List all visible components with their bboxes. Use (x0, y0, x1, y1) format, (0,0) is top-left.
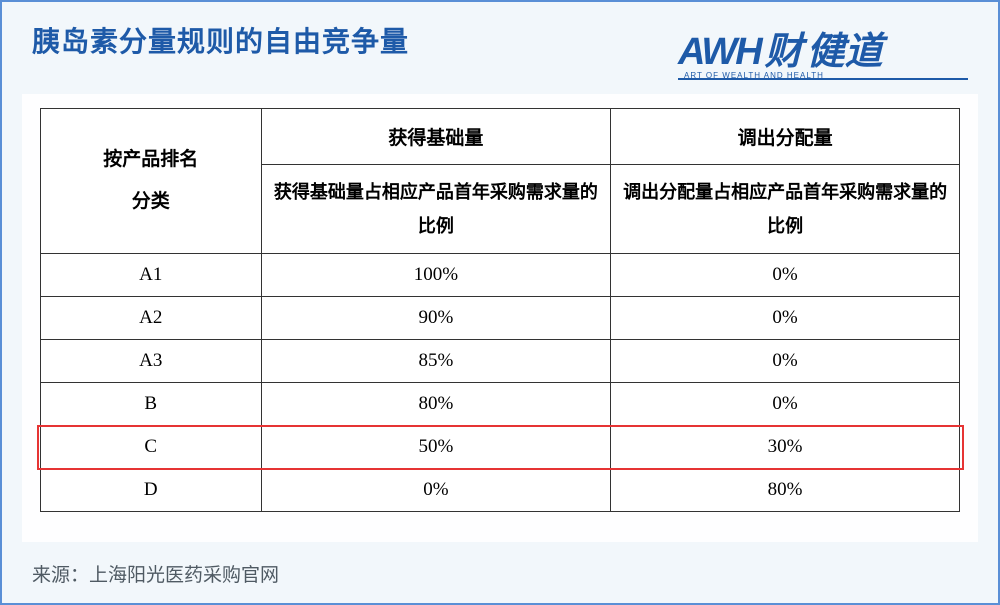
col1-title: 获得基础量 (261, 109, 611, 165)
logo-cn-text-2: 健道 (807, 20, 883, 75)
table-body: A1100%0%A290%0%A385%0%B80%0%C50%30%D0%80… (41, 254, 960, 512)
source-text: 上海阳光医药采购官网 (89, 565, 279, 586)
col2-subtitle: 调出分配量占相应产品首年采购需求量的比例 (611, 165, 960, 254)
source-line: 来源：上海阳光医药采购官网 (2, 542, 998, 603)
table-row: D0%80% (41, 469, 960, 512)
base-amount-cell: 90% (261, 297, 611, 340)
col2-title: 调出分配量 (611, 109, 960, 165)
transfer-amount-cell: 0% (611, 383, 960, 426)
main-frame: 胰岛素分量规则的自由竞争量 AWH 财 健道 ART OF WEALTH AND… (0, 0, 1000, 605)
table-container: 按产品排名 分类 获得基础量 调出分配量 获得基础量占相应产品首年采购需求量的比… (22, 94, 978, 542)
row-header-line1: 按产品排名 (103, 149, 198, 170)
row-header-title: 按产品排名 分类 (41, 109, 262, 254)
col1-subtitle: 获得基础量占相应产品首年采购需求量的比例 (261, 165, 611, 254)
transfer-amount-cell: 80% (611, 469, 960, 512)
transfer-amount-cell: 0% (611, 340, 960, 383)
transfer-amount-cell: 0% (611, 297, 960, 340)
base-amount-cell: 85% (261, 340, 611, 383)
category-cell: D (41, 469, 262, 512)
table-row: B80%0% (41, 383, 960, 426)
table-row: A290%0% (41, 297, 960, 340)
category-cell: A1 (41, 254, 262, 297)
brand-logo: AWH 财 健道 ART OF WEALTH AND HEALTH (678, 20, 968, 80)
category-cell: B (41, 383, 262, 426)
logo-underline (678, 78, 968, 80)
table-row: C50%30% (41, 426, 960, 469)
category-cell: A3 (41, 340, 262, 383)
header: 胰岛素分量规则的自由竞争量 AWH 财 健道 ART OF WEALTH AND… (2, 2, 998, 88)
source-label: 来源： (32, 565, 89, 586)
transfer-amount-cell: 30% (611, 426, 960, 469)
base-amount-cell: 50% (261, 426, 611, 469)
category-cell: C (41, 426, 262, 469)
base-amount-cell: 80% (261, 383, 611, 426)
table-row: A385%0% (41, 340, 960, 383)
base-amount-cell: 0% (261, 469, 611, 512)
page-title: 胰岛素分量规则的自由竞争量 (32, 20, 409, 60)
transfer-amount-cell: 0% (611, 254, 960, 297)
category-cell: A2 (41, 297, 262, 340)
table-header-row-1: 按产品排名 分类 获得基础量 调出分配量 (41, 109, 960, 165)
logo-cn-text-1: 财 (765, 20, 803, 75)
allocation-table: 按产品排名 分类 获得基础量 调出分配量 获得基础量占相应产品首年采购需求量的比… (40, 108, 960, 512)
table-row: A1100%0% (41, 254, 960, 297)
row-header-line2: 分类 (132, 191, 170, 212)
logo-awh-text: AWH (678, 31, 761, 74)
base-amount-cell: 100% (261, 254, 611, 297)
